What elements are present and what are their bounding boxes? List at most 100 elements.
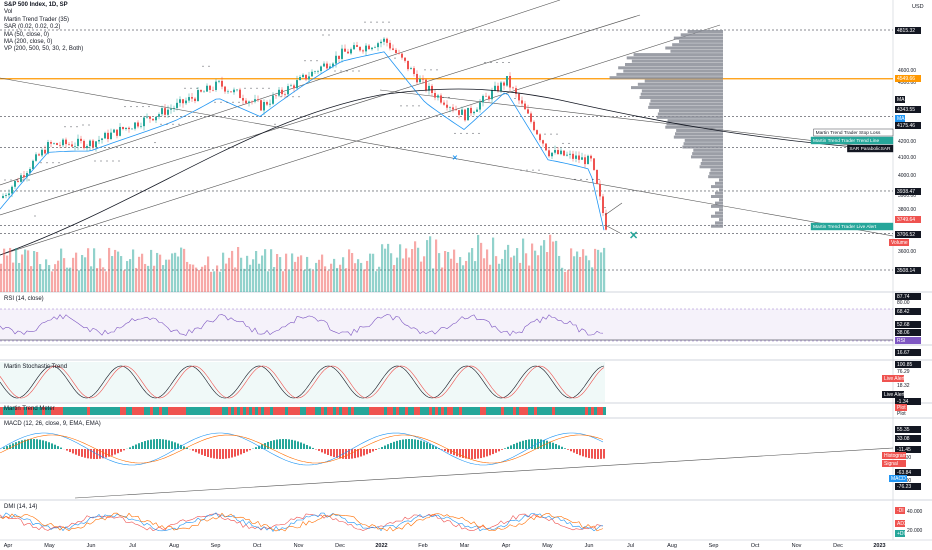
macd-histogram-bar xyxy=(285,439,287,449)
volume-profile-bar xyxy=(719,208,723,212)
trend-meter-cell xyxy=(540,407,543,415)
trend-meter-cell xyxy=(213,407,216,415)
macd-histogram-bar xyxy=(270,440,272,449)
candle-body xyxy=(251,101,253,103)
macd-histogram-bar xyxy=(159,439,161,449)
volume-bar xyxy=(237,247,240,292)
time-axis-tick: Apr xyxy=(502,543,511,549)
macd-histogram-bar xyxy=(390,442,392,449)
trend-meter-cell xyxy=(465,407,468,415)
volume-bar xyxy=(540,245,543,292)
volume-bar xyxy=(249,264,252,292)
volume-bar xyxy=(18,262,21,292)
candle-body xyxy=(5,195,7,196)
trend-meter-cell xyxy=(459,407,462,415)
trend-meter-cell xyxy=(561,407,564,415)
stoch-d-line xyxy=(0,365,605,399)
macd-histogram-bar xyxy=(576,449,578,455)
time-axis-tick: Mar xyxy=(460,543,470,549)
volume-bar xyxy=(66,267,69,292)
trend-meter-cell xyxy=(522,407,525,415)
time-axis-tick: Nov xyxy=(792,543,802,549)
candle-body xyxy=(605,213,607,230)
callout-box xyxy=(810,136,894,145)
candle-body xyxy=(545,143,547,151)
trend-meter-cell xyxy=(321,407,324,415)
adx-line xyxy=(0,512,604,532)
trend-meter-cell xyxy=(384,407,387,415)
volume-bar xyxy=(9,247,12,292)
candle-body xyxy=(17,180,19,182)
trend-meter-cell xyxy=(180,407,183,415)
volume-bar xyxy=(324,266,327,292)
trend-meter-cell xyxy=(246,407,249,415)
candle-body xyxy=(551,152,553,157)
sar-dot xyxy=(448,96,450,98)
candle-body xyxy=(566,154,568,156)
ma50-line xyxy=(0,51,605,231)
volume-bar xyxy=(90,266,93,292)
macd-histogram-bar xyxy=(573,449,575,453)
macd-histogram-bar xyxy=(294,440,296,449)
sar-dot xyxy=(358,70,360,72)
sar-dot xyxy=(214,101,216,103)
trend-meter-cell xyxy=(183,407,186,415)
macd-histogram-bar xyxy=(387,444,389,449)
volume-bar xyxy=(192,264,195,292)
candle-body xyxy=(170,108,172,110)
macd-histogram-bar xyxy=(360,449,362,457)
stoch-label: 100.85 xyxy=(897,362,913,368)
signal-line xyxy=(0,434,604,464)
trend-meter-cell xyxy=(294,407,297,415)
volume-bar xyxy=(21,254,24,292)
macd-histogram-bar xyxy=(195,449,197,453)
volume-bar xyxy=(258,263,261,292)
volume-bar xyxy=(24,249,27,292)
sar-dot xyxy=(64,126,66,128)
trend-meter-cell xyxy=(303,407,306,415)
macd-histogram-bar xyxy=(474,449,476,459)
price-level-label-bg xyxy=(895,188,921,195)
trend-meter-cell xyxy=(300,407,303,415)
macd-label: Histogram xyxy=(884,453,907,459)
trend-meter-cell xyxy=(558,407,561,415)
trend-meter-cell xyxy=(375,407,378,415)
trend-meter-cell xyxy=(480,407,483,415)
sar-dot xyxy=(298,96,300,98)
candle-body xyxy=(443,102,445,105)
macd-label-bg xyxy=(882,452,906,459)
trend-meter-cell xyxy=(477,407,480,415)
volume-bar xyxy=(147,265,150,292)
macd-histogram-bar xyxy=(483,449,485,458)
volume-profile-bar xyxy=(676,129,723,132)
macd-histogram-bar xyxy=(600,449,602,459)
volume-bar xyxy=(288,270,291,292)
sar-dot xyxy=(496,62,498,64)
trend-meter-cell xyxy=(153,407,156,415)
macd-label-bg xyxy=(895,469,921,476)
volume-bar xyxy=(60,248,63,292)
trend-meter-cell xyxy=(114,407,117,415)
macd-histogram-bar xyxy=(90,449,92,459)
macd-histogram-bar xyxy=(57,446,59,449)
trend-meter-cell xyxy=(156,407,159,415)
stoch-label-bg xyxy=(895,398,921,405)
macd-histogram-bar xyxy=(9,444,11,449)
volume-profile-bar xyxy=(650,99,723,103)
stoch-label: 76.29 xyxy=(897,369,910,375)
volume-bar xyxy=(408,257,411,292)
trend-meter-cell xyxy=(474,407,477,415)
volume-bar xyxy=(93,248,96,292)
macd-histogram-bar xyxy=(558,445,560,449)
macd-histogram-bar xyxy=(306,445,308,449)
macd-histogram-bar xyxy=(339,449,341,459)
sar-dot xyxy=(466,132,468,134)
candle-body xyxy=(125,127,127,130)
volume-bar xyxy=(360,262,363,292)
macd-histogram-bar xyxy=(369,449,371,453)
volume-bar xyxy=(276,254,279,292)
volume-bar xyxy=(363,269,366,292)
trend-meter-cell xyxy=(312,407,315,415)
sar-dot xyxy=(166,123,168,125)
